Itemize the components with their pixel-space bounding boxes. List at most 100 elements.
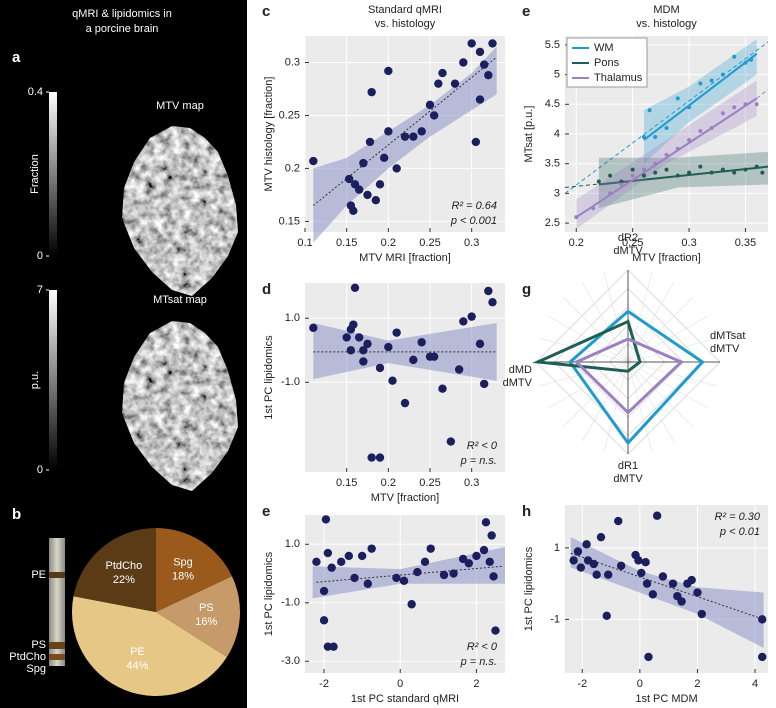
gel-label: PE [31,569,46,581]
data-point [475,95,485,104]
colorbar [49,290,57,470]
annotation: R² = 0.30 [714,511,760,523]
confidence-band [598,151,768,209]
data-point [357,551,367,561]
radial-grid [562,296,629,363]
data-point [675,173,680,178]
x-tick-label: 0.25 [419,477,440,489]
data-point [488,298,497,307]
data-point [479,60,489,69]
map-title: MTsat map [153,294,207,306]
data-point [309,156,318,166]
data-point [450,79,460,88]
data-point [758,615,767,624]
data-point [576,563,586,572]
data-point [429,352,439,361]
pie-slice [156,528,233,612]
data-point [743,60,748,65]
data-point [614,516,623,526]
data-point [459,317,468,326]
radial-grid [627,361,675,442]
fit-line [316,565,504,583]
x-tick-label: 0.25 [622,237,643,249]
data-point [367,453,376,462]
x-axis-label: 1st PC standard qMRI [351,693,459,705]
axis-label-line: dMTV [503,377,533,389]
x-tick-label: 2 [694,678,700,690]
data-point [653,170,658,175]
data-point [582,540,591,549]
confidence-band [643,38,757,164]
data-point [720,72,725,77]
data-point [384,127,393,136]
data-point [344,551,354,561]
data-point [363,190,372,200]
data-point [312,557,321,567]
title-line: vs. histology [636,18,697,30]
data-point [573,547,583,556]
data-point [417,127,426,136]
radial-grid [627,296,694,363]
axis-label-line: dMTV [613,245,643,257]
x-tick-label: 0 [397,678,403,690]
data-point [644,652,653,662]
data-point [375,180,385,189]
data-point [458,554,468,564]
data-point [488,39,497,48]
x-tick-label: 0.15 [336,237,357,249]
radar-series [568,309,705,446]
data-point [675,96,680,101]
data-point [349,320,358,329]
data-point [321,515,331,524]
colorbar-tick-label: 0 [37,250,43,262]
data-point [687,575,696,585]
axis-label-line: dMD [509,364,532,376]
axis-label-line: dMTV [613,473,643,485]
x-tick-label: 0.35 [735,237,756,249]
axis-label-line: dR1 [618,460,638,472]
figure-title: qMRI & lipidomics in a porcine brain [72,8,172,35]
data-point [471,137,481,147]
legend-label: Pons [594,57,620,69]
data-point [319,616,329,625]
data-point [709,78,714,83]
data-point [641,173,646,178]
data-point [603,570,613,579]
data-point [616,561,626,570]
data-point [687,137,692,142]
data-point [487,531,496,540]
data-point [648,590,658,599]
axis-label: dMTsat dMTV [710,330,745,355]
data-point [574,215,579,220]
chart-title: MDM vs. histology [636,4,697,30]
annotation: p = n.s. [460,656,497,668]
data-point [754,102,759,107]
data-point [630,167,635,172]
annotation: R² = 0.64 [451,200,497,212]
data-point [407,600,416,609]
title-line: Standard qMRI [368,4,442,16]
slice-label: Spg [173,556,193,568]
data-point [608,173,613,178]
gel-strip [49,538,65,666]
annotation: R² < 0 [467,641,498,653]
data-point [438,384,447,393]
x-tick-label: 0.3 [464,477,479,489]
gel-band [49,654,65,660]
data-point [400,132,410,141]
trend-extension [756,89,769,99]
data-point [743,167,748,172]
data-point [608,191,613,196]
axis-label: dR1 dMTV [613,460,643,485]
data-point [392,164,401,173]
data-point [698,81,703,86]
data-point [426,544,435,553]
data-point [664,152,669,157]
slice-value: 16% [195,616,217,628]
trend-extension [564,41,769,194]
data-point [641,134,646,139]
data-point [491,626,500,635]
slice-value: 44% [126,660,148,672]
gel-band [49,572,65,578]
x-tick-label: -2 [319,678,329,690]
